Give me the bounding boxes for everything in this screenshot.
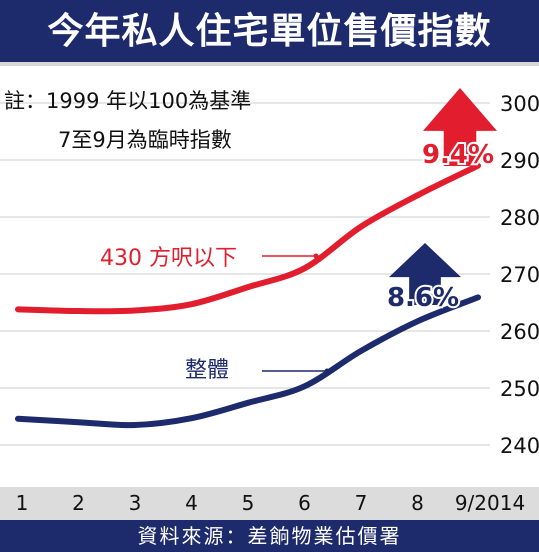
change-label-navy: 8.6%: [387, 283, 459, 313]
x-tick-label: 8: [411, 491, 424, 515]
source-note: 資料來源：差餉物業估價署: [137, 524, 402, 548]
header-bar: 今年私人住宅單位售價指數: [0, 0, 539, 66]
series-line-1: [15, 294, 481, 429]
x-axis-ticks: 1 2 3 4 5 6 7 8 9/2014: [16, 491, 526, 515]
y-tick-label: 270: [500, 263, 539, 287]
y-tick-label: 260: [500, 320, 539, 344]
y-tick-label: 250: [500, 377, 539, 401]
chart-title: 今年私人住宅單位售價指數: [47, 11, 492, 52]
up-arrow-navy: [389, 243, 461, 305]
leader-dot-navy: [324, 368, 330, 374]
series-line-0: [15, 162, 481, 315]
x-tick-label: 5: [242, 491, 255, 515]
x-axis-band: [0, 487, 539, 520]
y-tick-label: 280: [500, 206, 539, 230]
x-tick-label: 1: [16, 491, 29, 515]
series-label-red: 430 方呎以下: [100, 246, 237, 271]
note-line-2: 7至9月為臨時指數: [58, 128, 232, 152]
y-tick-label: 290: [500, 149, 539, 173]
note-line-1: 註：1999 年以100為基準: [4, 89, 251, 113]
y-tick-label: 300: [500, 92, 539, 116]
series-lines: [15, 162, 481, 429]
x-tick-label: 6: [298, 491, 311, 515]
x-tick-label: 7: [355, 491, 368, 515]
x-tick-label: 4: [185, 491, 198, 515]
up-arrow-red: [423, 88, 497, 166]
x-tick-label: 2: [72, 491, 85, 515]
x-tick-label: 3: [129, 491, 142, 515]
series-label-navy: 整體: [185, 358, 229, 383]
change-label-red: 9.4%: [422, 140, 494, 170]
y-axis-ticks: 240 250 260 270 280 290 300: [500, 92, 539, 458]
y-tick-label: 240: [500, 434, 539, 458]
leader-dot-red: [313, 253, 319, 259]
x-tick-label: 9/2014: [455, 491, 525, 515]
footer-bar: 資料來源：差餉物業估價署: [0, 520, 539, 552]
